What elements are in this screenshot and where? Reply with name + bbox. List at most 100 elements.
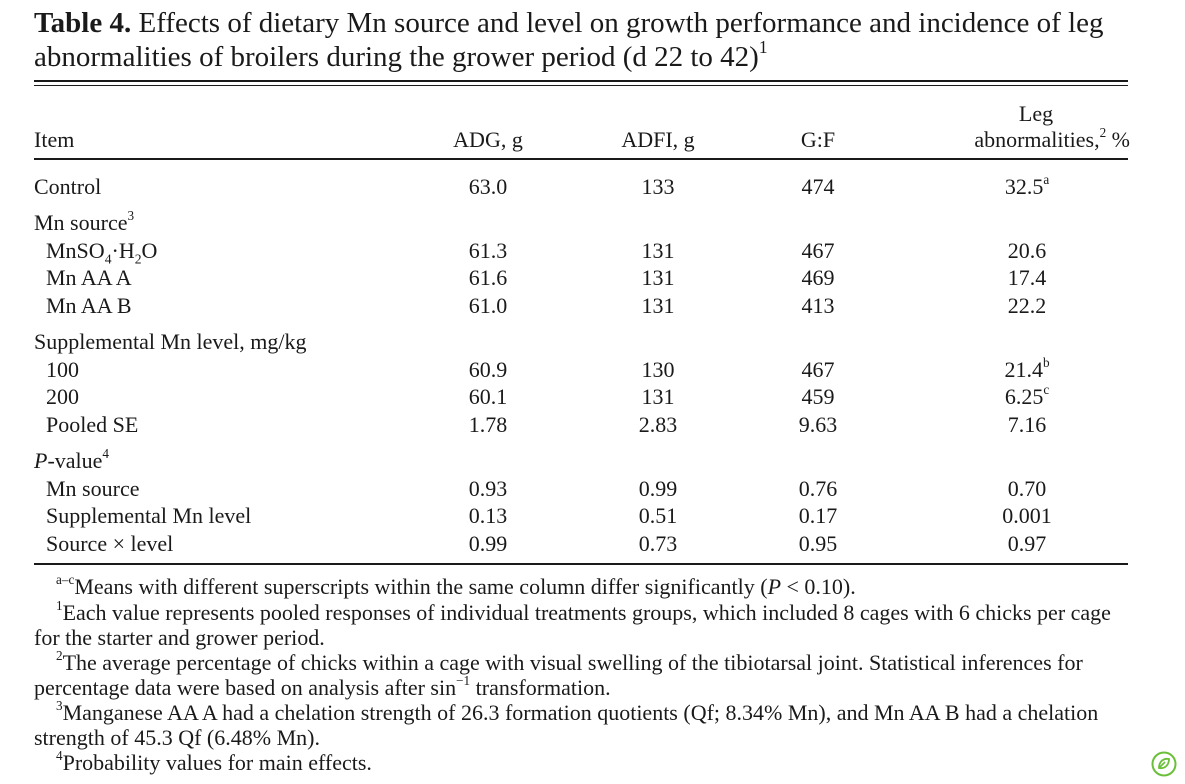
section-supplemental-level: Supplemental Mn level, mg/kg <box>34 329 307 354</box>
row-mnaa-a-label: Mn AA A <box>46 265 132 290</box>
caption-text: Effects of dietary Mn source and level o… <box>34 7 1104 73</box>
footnote-1-mark: 1 <box>56 597 63 613</box>
row-control-leg: 32.5a <box>1004 171 1050 200</box>
row-mnso4-leg: 20.6 <box>1007 238 1047 263</box>
row-pooled-se-label: Pooled SE <box>46 412 139 437</box>
row-pooled-se-gf: 9.63 <box>798 412 838 437</box>
header-gf: G:F <box>800 127 836 152</box>
section-p-value-italic: P <box>34 448 48 473</box>
row-100-label: 100 <box>46 357 79 382</box>
row-mnso4-gf: 467 <box>801 238 835 263</box>
row-mnaa-b-gf: 413 <box>801 293 835 318</box>
footnote-a-c-mark: a–c <box>56 571 75 587</box>
footnote-4-text: Probability values for main effects. <box>62 750 372 775</box>
footnote-2-sup: −1 <box>456 672 471 688</box>
section-mn-source: Mn source3 <box>34 207 135 236</box>
row-mnso4-label: MnSO4·H2O <box>46 238 158 267</box>
row-mnaa-a-gf: 469 <box>801 265 835 290</box>
row-mnaa-a-adg: 61.6 <box>468 265 508 290</box>
row-200-adfi: 131 <box>641 384 675 409</box>
row-100-adg: 60.9 <box>468 357 508 382</box>
row-p-interaction-label: Source × level <box>46 531 174 556</box>
header-adfi: ADFI, g <box>621 127 695 152</box>
row-p-interaction-gf: 0.95 <box>798 531 838 556</box>
row-mnso4-label-b: ·H <box>111 238 135 263</box>
row-mnaa-b-adg: 61.0 <box>468 293 508 318</box>
row-mnso4-adfi: 131 <box>641 238 675 263</box>
section-mn-source-sup: 3 <box>127 207 135 223</box>
footnote-3: 3Manganese AA A had a chelation strength… <box>34 697 1134 750</box>
row-100-adfi: 130 <box>641 357 675 382</box>
footnote-4-mark: 4 <box>56 747 63 763</box>
row-p-level-adg: 0.13 <box>468 503 508 528</box>
row-mnaa-b-adfi: 131 <box>641 293 675 318</box>
row-p-level-gf: 0.17 <box>798 503 838 528</box>
footnote-2-text-a: The average percentage of chicks within … <box>34 650 1083 700</box>
row-mnso4-sub1: 4 <box>104 251 112 267</box>
row-100-gf: 467 <box>801 357 835 382</box>
row-mnaa-a-adfi: 131 <box>641 265 675 290</box>
row-100-leg-sup: b <box>1042 354 1050 370</box>
top-rule-2 <box>34 85 1128 86</box>
row-control-leg-sup: a <box>1043 171 1050 187</box>
footnote-2-text-b: transformation. <box>470 675 611 700</box>
row-200-label: 200 <box>46 384 79 409</box>
footnote-2-mark: 2 <box>56 647 63 663</box>
row-pooled-se-adg: 1.78 <box>468 412 508 437</box>
row-control-gf: 474 <box>801 174 835 199</box>
table-caption: Table 4. Effects of dietary Mn source an… <box>34 6 1154 74</box>
footnote-a-c-text-a: Means with different superscripts within… <box>74 574 768 599</box>
row-control-leg-value: 32.5 <box>1004 174 1044 199</box>
row-200-leg-value: 6.25 <box>1004 384 1044 409</box>
footnote-3-mark: 3 <box>56 697 63 713</box>
row-p-interaction-adfi: 0.73 <box>638 531 678 556</box>
row-p-source-leg: 0.70 <box>1007 476 1047 501</box>
footnote-1: 1Each value represents pooled responses … <box>34 597 1134 650</box>
row-mnso4-adg: 61.3 <box>468 238 508 263</box>
leaf-logo-icon <box>1151 751 1177 777</box>
header-leg-line1: Leg <box>1018 101 1054 126</box>
row-p-level-leg: 0.001 <box>1002 503 1052 528</box>
header-leg-text: abnormalities, <box>974 127 1100 152</box>
section-p-value-rest: -value <box>47 448 103 473</box>
row-p-source-gf: 0.76 <box>798 476 838 501</box>
row-200-adg: 60.1 <box>468 384 508 409</box>
section-p-value-sup: 4 <box>102 445 110 461</box>
row-control-adg: 63.0 <box>468 174 508 199</box>
row-pooled-se-adfi: 2.83 <box>638 412 678 437</box>
row-p-level-adfi: 0.51 <box>638 503 678 528</box>
footnote-1-text: Each value represents pooled responses o… <box>34 600 1111 650</box>
row-p-source-adg: 0.93 <box>468 476 508 501</box>
row-pooled-se-leg: 7.16 <box>1007 412 1047 437</box>
row-p-interaction-leg: 0.97 <box>1007 531 1047 556</box>
row-mnso4-label-a: MnSO <box>46 238 105 263</box>
row-200-leg-sup: c <box>1043 381 1050 397</box>
row-mnso4-label-c: O <box>141 238 158 263</box>
row-mnaa-a-leg: 17.4 <box>1007 265 1047 290</box>
header-leg-unit: % <box>1111 127 1130 152</box>
table-label: Table 4. <box>34 7 132 39</box>
row-100-leg: 21.4b <box>1004 354 1050 383</box>
bottom-rule <box>34 563 1128 565</box>
row-p-level-label: Supplemental Mn level <box>46 503 252 528</box>
row-mnso4-sub2: 2 <box>134 251 142 267</box>
row-control-label: Control <box>34 174 102 199</box>
section-mn-source-text: Mn source <box>34 210 128 235</box>
section-p-value: P-value4 <box>34 445 110 474</box>
row-p-source-label: Mn source <box>46 476 140 501</box>
footnote-a-c-p: P <box>767 574 782 599</box>
row-mnaa-b-label: Mn AA B <box>46 293 132 318</box>
header-item: Item <box>34 127 75 152</box>
row-p-interaction-adg: 0.99 <box>468 531 508 556</box>
row-p-source-adfi: 0.99 <box>638 476 678 501</box>
top-rule-1 <box>34 80 1128 82</box>
footnote-4: 4Probability values for main effects. <box>34 747 1134 775</box>
header-adg: ADG, g <box>453 127 523 152</box>
header-leg-sup: 2 <box>1099 124 1107 140</box>
footnote-3-text: Manganese AA A had a chelation strength … <box>34 700 1099 750</box>
row-200-leg: 6.25c <box>1004 381 1050 410</box>
caption-footnote-mark: 1 <box>758 36 768 57</box>
footnote-2: 2The average percentage of chicks within… <box>34 647 1134 700</box>
header-leg-line2: abnormalities,2 % <box>946 124 1130 153</box>
row-200-gf: 459 <box>801 384 835 409</box>
